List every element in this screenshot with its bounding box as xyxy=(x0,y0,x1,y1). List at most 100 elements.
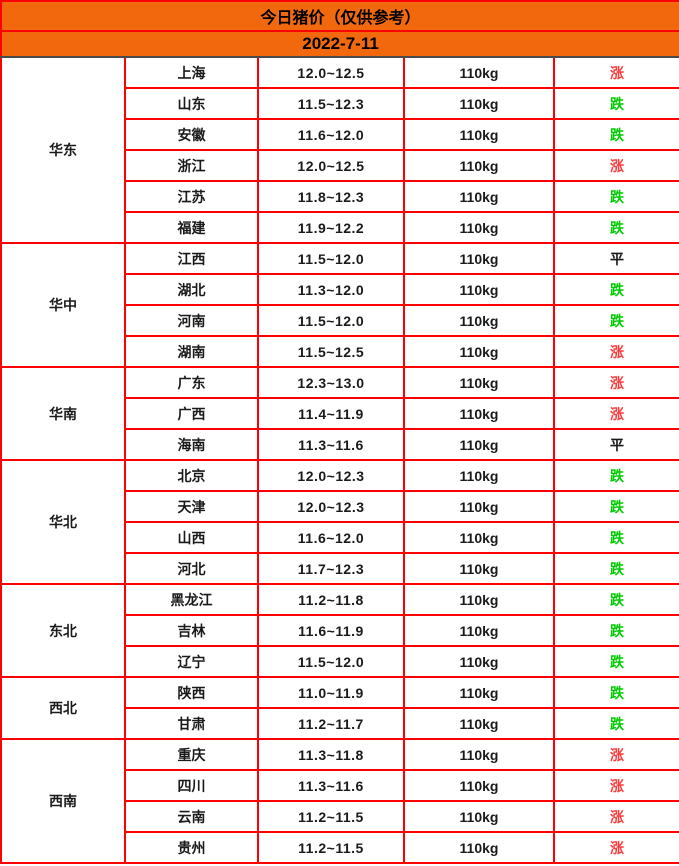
table-row: 湖北 11.3~12.0 110kg 跌 xyxy=(1,273,679,306)
trend-cell: 涨 xyxy=(552,335,679,368)
table-row: 福建 11.9~12.2 110kg 跌 xyxy=(1,211,679,244)
weight-cell: 110kg xyxy=(403,242,555,275)
weight-cell: 110kg xyxy=(403,211,555,244)
province-cell: 山东 xyxy=(124,87,259,120)
weight-cell: 110kg xyxy=(403,273,555,306)
trend-cell: 平 xyxy=(552,242,679,275)
trend-cell: 跌 xyxy=(552,583,679,616)
table-row: 浙江 12.0~12.5 110kg 涨 xyxy=(1,149,679,182)
province-cell: 甘肃 xyxy=(124,707,259,740)
price-range-cell: 11.5~12.0 xyxy=(257,242,405,275)
price-range-cell: 11.6~11.9 xyxy=(257,614,405,647)
table-row: 华中 江西 11.5~12.0 110kg 平 xyxy=(0,242,679,368)
price-range-cell: 11.9~12.2 xyxy=(257,211,405,244)
region-cell: 华南 xyxy=(0,366,126,461)
weight-cell: 110kg xyxy=(403,118,555,151)
trend-cell: 涨 xyxy=(552,831,679,864)
table-row: 华东 上海 12.0~12.5 110kg 涨 xyxy=(0,56,679,244)
table-row: 湖南 11.5~12.5 110kg 涨 xyxy=(1,335,679,368)
table-row: 贵州 11.2~11.5 110kg 涨 xyxy=(1,831,679,864)
trend-cell: 涨 xyxy=(552,366,679,399)
page-title: 今日猪价（仅供参考） xyxy=(0,0,679,32)
table-row: 河南 11.5~12.0 110kg 跌 xyxy=(1,304,679,337)
province-cell: 重庆 xyxy=(124,738,259,771)
province-cell: 上海 xyxy=(124,56,259,89)
table-row: 江苏 11.8~12.3 110kg 跌 xyxy=(1,180,679,213)
price-range-cell: 11.0~11.9 xyxy=(257,676,405,709)
table-row: 天津 12.0~12.3 110kg 跌 xyxy=(1,490,679,523)
province-cell: 海南 xyxy=(124,428,259,461)
weight-cell: 110kg xyxy=(403,459,555,492)
region-cell: 西北 xyxy=(0,676,126,740)
table-row: 华北 北京 12.0~12.3 110kg 跌 xyxy=(0,459,679,585)
price-range-cell: 11.5~12.3 xyxy=(257,87,405,120)
trend-cell: 跌 xyxy=(552,490,679,523)
table-row: 云南 11.2~11.5 110kg 涨 xyxy=(1,800,679,833)
table-row: 山西 11.6~12.0 110kg 跌 xyxy=(1,521,679,554)
trend-cell: 涨 xyxy=(552,56,679,89)
price-range-cell: 11.6~12.0 xyxy=(257,118,405,151)
weight-cell: 110kg xyxy=(403,707,555,740)
province-cell: 江苏 xyxy=(124,180,259,213)
price-range-cell: 11.2~11.5 xyxy=(257,800,405,833)
price-range-cell: 12.0~12.3 xyxy=(257,459,405,492)
table-row: 华南 广东 12.3~13.0 110kg 涨 xyxy=(0,366,679,461)
region-cell: 华东 xyxy=(0,56,126,244)
province-cell: 浙江 xyxy=(124,149,259,182)
weight-cell: 110kg xyxy=(403,552,555,585)
trend-cell: 跌 xyxy=(552,552,679,585)
trend-cell: 跌 xyxy=(552,118,679,151)
price-range-cell: 12.3~13.0 xyxy=(257,366,405,399)
province-cell: 北京 xyxy=(124,459,259,492)
table-row: 山东 11.5~12.3 110kg 跌 xyxy=(1,87,679,120)
price-range-cell: 11.5~12.0 xyxy=(257,645,405,678)
table-row: 海南 11.3~11.6 110kg 平 xyxy=(1,428,679,461)
table-row: 广西 11.4~11.9 110kg 涨 xyxy=(1,397,679,430)
region-cell: 华中 xyxy=(0,242,126,368)
province-cell: 湖南 xyxy=(124,335,259,368)
trend-cell: 跌 xyxy=(552,273,679,306)
province-cell: 黑龙江 xyxy=(124,583,259,616)
region-cell: 华北 xyxy=(0,459,126,585)
price-range-cell: 11.3~11.6 xyxy=(257,769,405,802)
table-row: 安徽 11.6~12.0 110kg 跌 xyxy=(1,118,679,151)
province-cell: 湖北 xyxy=(124,273,259,306)
weight-cell: 110kg xyxy=(403,521,555,554)
weight-cell: 110kg xyxy=(403,769,555,802)
trend-cell: 跌 xyxy=(552,645,679,678)
weight-cell: 110kg xyxy=(403,397,555,430)
price-range-cell: 11.8~12.3 xyxy=(257,180,405,213)
province-cell: 江西 xyxy=(124,242,259,275)
table-title-row: 今日猪价（仅供参考） xyxy=(0,0,679,32)
province-cell: 吉林 xyxy=(124,614,259,647)
weight-cell: 110kg xyxy=(403,366,555,399)
price-range-cell: 12.0~12.3 xyxy=(257,490,405,523)
weight-cell: 110kg xyxy=(403,583,555,616)
table-row: 西北 陕西 11.0~11.9 110kg 跌 xyxy=(0,676,679,740)
trend-cell: 跌 xyxy=(552,304,679,337)
table-row: 辽宁 11.5~12.0 110kg 跌 xyxy=(1,645,679,678)
weight-cell: 110kg xyxy=(403,614,555,647)
weight-cell: 110kg xyxy=(403,645,555,678)
region-cell: 西南 xyxy=(0,738,126,864)
trend-cell: 平 xyxy=(552,428,679,461)
trend-cell: 涨 xyxy=(552,800,679,833)
trend-cell: 涨 xyxy=(552,149,679,182)
province-cell: 安徽 xyxy=(124,118,259,151)
province-cell: 四川 xyxy=(124,769,259,802)
price-range-cell: 11.2~11.8 xyxy=(257,583,405,616)
weight-cell: 110kg xyxy=(403,304,555,337)
trend-cell: 跌 xyxy=(552,459,679,492)
trend-cell: 跌 xyxy=(552,614,679,647)
province-cell: 福建 xyxy=(124,211,259,244)
province-cell: 山西 xyxy=(124,521,259,554)
province-cell: 云南 xyxy=(124,800,259,833)
price-range-cell: 11.2~11.5 xyxy=(257,831,405,864)
price-range-cell: 11.2~11.7 xyxy=(257,707,405,740)
trend-cell: 跌 xyxy=(552,211,679,244)
weight-cell: 110kg xyxy=(403,335,555,368)
province-cell: 河北 xyxy=(124,552,259,585)
table-row: 甘肃 11.2~11.7 110kg 跌 xyxy=(1,707,679,740)
date-label: 2022-7-11 xyxy=(0,30,679,58)
weight-cell: 110kg xyxy=(403,490,555,523)
